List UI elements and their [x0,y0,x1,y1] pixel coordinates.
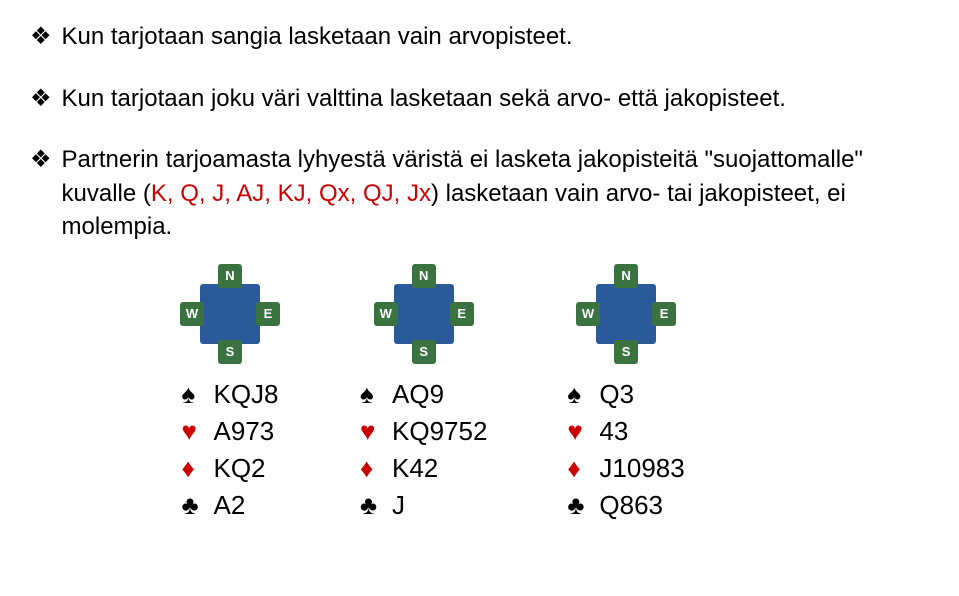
hand-block-3: N E S W ♠Q3 ♥43 ♦J10983 ♣Q863 [567,264,684,521]
diamond-icon: ♦ [360,453,392,484]
club-icon: ♣ [181,490,213,521]
club-icon: ♣ [567,490,599,521]
compass-west: W [576,302,600,326]
compass-east: E [256,302,280,326]
hands-container: N E S W ♠KQJ8 ♥A973 ♦KQ2 ♣A2 N E S W ♠AQ… [180,264,929,521]
cards-spade: Q3 [599,379,634,410]
compass-center [394,284,454,344]
hand-block-2: N E S W ♠AQ9 ♥KQ9752 ♦K42 ♣J [360,264,487,521]
bullet-line-3: ❖ Partnerin tarjoamasta lyhyestä väristä… [30,143,929,244]
compass-south: S [412,340,436,364]
cards-diamond: KQ2 [213,453,265,484]
compass-diagram: N E S W [374,264,474,364]
compass-diagram: N E S W [180,264,280,364]
compass-south: S [218,340,242,364]
hand-row-club: ♣J [360,490,487,521]
spade-icon: ♠ [181,379,213,410]
compass-north: N [218,264,242,288]
cards-heart: 43 [599,416,628,447]
compass-center [596,284,656,344]
hand-row-spade: ♠KQJ8 [181,379,278,410]
hand-row-heart: ♥A973 [181,416,278,447]
diamond-icon: ♦ [567,453,599,484]
hand-row-heart: ♥43 [567,416,684,447]
heart-icon: ♥ [181,416,213,447]
cards-club: Q863 [599,490,663,521]
bullet-marker: ❖ [30,20,52,54]
hand-block-1: N E S W ♠KQJ8 ♥A973 ♦KQ2 ♣A2 [180,264,280,521]
cards-heart: KQ9752 [392,416,487,447]
hand-rows: ♠Q3 ♥43 ♦J10983 ♣Q863 [567,379,684,521]
compass-north: N [614,264,638,288]
bullet-text: Partnerin tarjoamasta lyhyestä väristä e… [62,143,929,244]
compass-center [200,284,260,344]
bullet-marker: ❖ [30,82,52,116]
heart-icon: ♥ [360,416,392,447]
cards-spade: AQ9 [392,379,444,410]
hand-row-club: ♣A2 [181,490,278,521]
compass-east: E [450,302,474,326]
cards-club: J [392,490,405,521]
hand-row-diamond: ♦J10983 [567,453,684,484]
cards-spade: KQJ8 [213,379,278,410]
heart-icon: ♥ [567,416,599,447]
bullet-marker: ❖ [30,143,52,177]
hand-row-diamond: ♦KQ2 [181,453,278,484]
hand-rows: ♠KQJ8 ♥A973 ♦KQ2 ♣A2 [181,379,278,521]
cards-diamond: K42 [392,453,438,484]
spade-icon: ♠ [360,379,392,410]
bullet-text: Kun tarjotaan sangia lasketaan vain arvo… [62,20,573,54]
cards-club: A2 [213,490,245,521]
compass-north: N [412,264,436,288]
compass-east: E [652,302,676,326]
hand-row-spade: ♠AQ9 [360,379,487,410]
bullet-line-1: ❖ Kun tarjotaan sangia lasketaan vain ar… [30,20,929,54]
hand-row-diamond: ♦K42 [360,453,487,484]
compass-diagram: N E S W [576,264,676,364]
compass-west: W [180,302,204,326]
cards-diamond: J10983 [599,453,684,484]
compass-west: W [374,302,398,326]
spade-icon: ♠ [567,379,599,410]
hand-rows: ♠AQ9 ♥KQ9752 ♦K42 ♣J [360,379,487,521]
bullet-red-text: K, Q, J, AJ, KJ, Qx, QJ, Jx [151,180,431,207]
hand-row-heart: ♥KQ9752 [360,416,487,447]
bullet-line-2: ❖ Kun tarjotaan joku väri valttina laske… [30,82,929,116]
compass-south: S [614,340,638,364]
cards-heart: A973 [213,416,274,447]
bullet-text: Kun tarjotaan joku väri valttina lasketa… [62,82,786,116]
hand-row-spade: ♠Q3 [567,379,684,410]
club-icon: ♣ [360,490,392,521]
diamond-icon: ♦ [181,453,213,484]
hand-row-club: ♣Q863 [567,490,684,521]
